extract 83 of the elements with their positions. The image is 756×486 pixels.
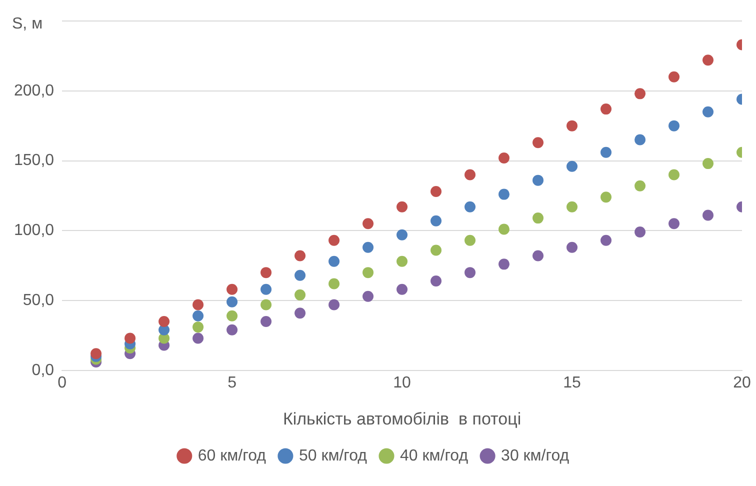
point (668, 120, 680, 132)
point (498, 224, 510, 235)
point (226, 296, 238, 308)
point (294, 289, 306, 300)
legend-label: 30 км/год (501, 447, 570, 464)
point (566, 160, 578, 172)
point (430, 215, 442, 226)
y-tick-label: 50,0 (22, 292, 54, 309)
point (634, 134, 646, 146)
point (226, 284, 238, 295)
point (396, 201, 408, 212)
point (668, 71, 680, 82)
point (464, 234, 476, 246)
legend-label: 40 км/год (400, 447, 469, 464)
point (260, 267, 272, 278)
point (532, 212, 544, 224)
point (532, 137, 544, 148)
point (362, 267, 374, 278)
point (464, 201, 476, 212)
point (260, 316, 272, 327)
point (192, 322, 204, 333)
point (498, 152, 510, 164)
point (226, 310, 238, 322)
y-tick-label: 150,0 (14, 152, 54, 170)
point (600, 234, 612, 246)
x-tick-label: 5 (228, 374, 237, 392)
point (192, 332, 204, 344)
point (362, 290, 374, 302)
y-axis-title: S, м (12, 15, 43, 32)
point (464, 267, 476, 278)
point (566, 120, 578, 132)
point (668, 169, 680, 180)
point (668, 218, 680, 230)
x-tick-label: 20 (733, 374, 751, 392)
point (226, 324, 238, 336)
point (634, 180, 646, 192)
x-tick-label: 15 (563, 374, 582, 392)
point (294, 308, 306, 319)
point (396, 256, 408, 267)
point (396, 229, 408, 240)
point (702, 54, 714, 66)
point (328, 299, 340, 310)
point (90, 348, 102, 360)
x-tick-label: 0 (58, 374, 67, 392)
point (430, 186, 442, 198)
point (600, 192, 612, 203)
point (600, 146, 612, 158)
point (532, 174, 544, 186)
point (192, 299, 204, 310)
point (362, 218, 374, 230)
point (158, 316, 170, 327)
y-tick-label: 0,0 (32, 362, 54, 379)
point (430, 275, 442, 286)
point (260, 284, 272, 295)
y-tick-label: 200,0 (14, 82, 54, 100)
x-tick-label: 10 (393, 374, 412, 392)
point (328, 256, 340, 267)
point (498, 188, 510, 200)
point (430, 244, 442, 256)
point (362, 242, 374, 253)
point (634, 88, 646, 100)
point (192, 310, 204, 322)
point (566, 242, 578, 253)
point (566, 201, 578, 212)
point (260, 299, 272, 310)
point (498, 258, 510, 270)
point (396, 284, 408, 295)
point (600, 104, 612, 115)
y-tick-label: 100,0 (14, 222, 54, 240)
point (294, 250, 306, 262)
point (702, 106, 714, 118)
legend-label: 50 км/год (298, 447, 368, 464)
point (634, 226, 646, 238)
point (532, 250, 544, 262)
point (702, 210, 714, 221)
point (328, 234, 340, 246)
point (464, 169, 476, 180)
point (702, 158, 714, 170)
point (294, 270, 306, 281)
point (328, 278, 340, 290)
legend-label: 60 км/год (198, 447, 267, 464)
point (124, 332, 136, 344)
x-axis-title: Кількість автомобілів в потоці (282, 409, 522, 428)
